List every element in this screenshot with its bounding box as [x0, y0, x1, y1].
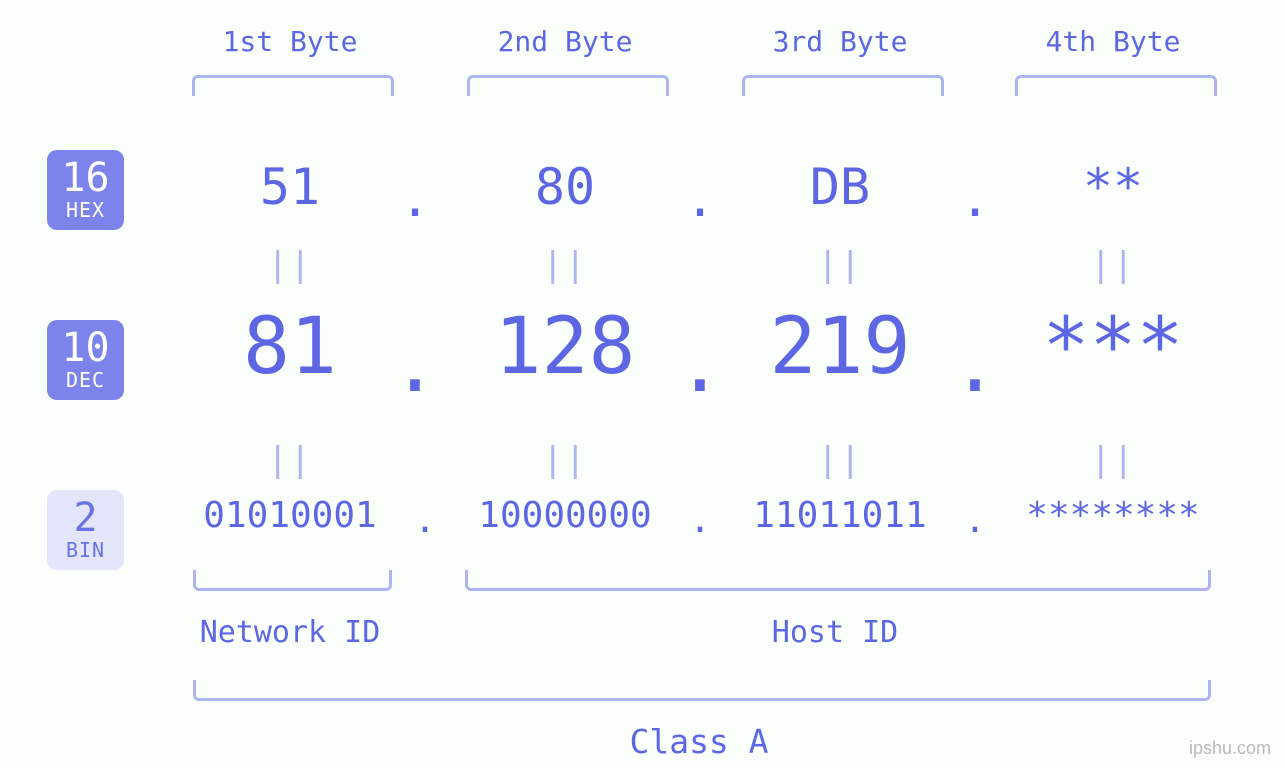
byte-header-1: 1st Byte — [223, 25, 358, 58]
byte-header-2: 2nd Byte — [498, 25, 633, 58]
equals-icon: || — [268, 440, 313, 480]
equals-icon: || — [818, 440, 863, 480]
top-bracket-4 — [1015, 75, 1217, 96]
dec-sep-3: . — [952, 320, 999, 410]
network-id-bracket — [193, 570, 392, 591]
hex-byte-4: ** — [1083, 158, 1143, 216]
class-label: Class A — [629, 722, 768, 761]
bin-sep-3: . — [964, 500, 986, 541]
base-label-bin: BIN — [47, 540, 124, 560]
ip-address-diagram: 16 HEX 10 DEC 2 BIN 1st Byte 2nd Byte 3r… — [0, 0, 1285, 767]
hex-sep-2: . — [685, 170, 715, 228]
class-bracket — [193, 680, 1211, 701]
dec-byte-3: 219 — [770, 302, 911, 392]
host-id-bracket — [465, 570, 1211, 591]
dec-byte-4: *** — [1043, 302, 1184, 392]
bin-sep-2: . — [689, 500, 711, 541]
bin-byte-1: 01010001 — [203, 495, 376, 536]
top-bracket-2 — [467, 75, 669, 96]
hex-byte-3: DB — [810, 158, 870, 216]
dec-sep-1: . — [392, 320, 439, 410]
base-radix-bin: 2 — [47, 498, 124, 538]
base-badge-hex: 16 HEX — [47, 150, 124, 230]
bin-sep-1: . — [414, 500, 436, 541]
base-radix-dec: 10 — [47, 328, 124, 368]
hex-byte-2: 80 — [535, 158, 595, 216]
byte-header-4: 4th Byte — [1046, 25, 1181, 58]
base-radix-hex: 16 — [47, 158, 124, 198]
equals-icon: || — [543, 245, 588, 285]
base-label-hex: HEX — [47, 200, 124, 220]
dec-sep-2: . — [677, 320, 724, 410]
bin-byte-4: ******** — [1026, 495, 1199, 536]
top-bracket-1 — [192, 75, 394, 96]
hex-byte-1: 51 — [260, 158, 320, 216]
hex-sep-3: . — [960, 170, 990, 228]
dec-byte-1: 81 — [243, 302, 337, 392]
equals-icon: || — [818, 245, 863, 285]
network-id-label: Network ID — [200, 615, 381, 650]
hex-sep-1: . — [400, 170, 430, 228]
bin-byte-2: 10000000 — [478, 495, 651, 536]
base-badge-bin: 2 BIN — [47, 490, 124, 570]
equals-icon: || — [1091, 440, 1136, 480]
equals-icon: || — [268, 245, 313, 285]
host-id-label: Host ID — [772, 615, 898, 650]
top-bracket-3 — [742, 75, 944, 96]
base-label-dec: DEC — [47, 370, 124, 390]
dec-byte-2: 128 — [495, 302, 636, 392]
equals-icon: || — [543, 440, 588, 480]
watermark: ipshu.com — [1189, 738, 1271, 759]
equals-icon: || — [1091, 245, 1136, 285]
base-badge-dec: 10 DEC — [47, 320, 124, 400]
byte-header-3: 3rd Byte — [773, 25, 908, 58]
bin-byte-3: 11011011 — [753, 495, 926, 536]
